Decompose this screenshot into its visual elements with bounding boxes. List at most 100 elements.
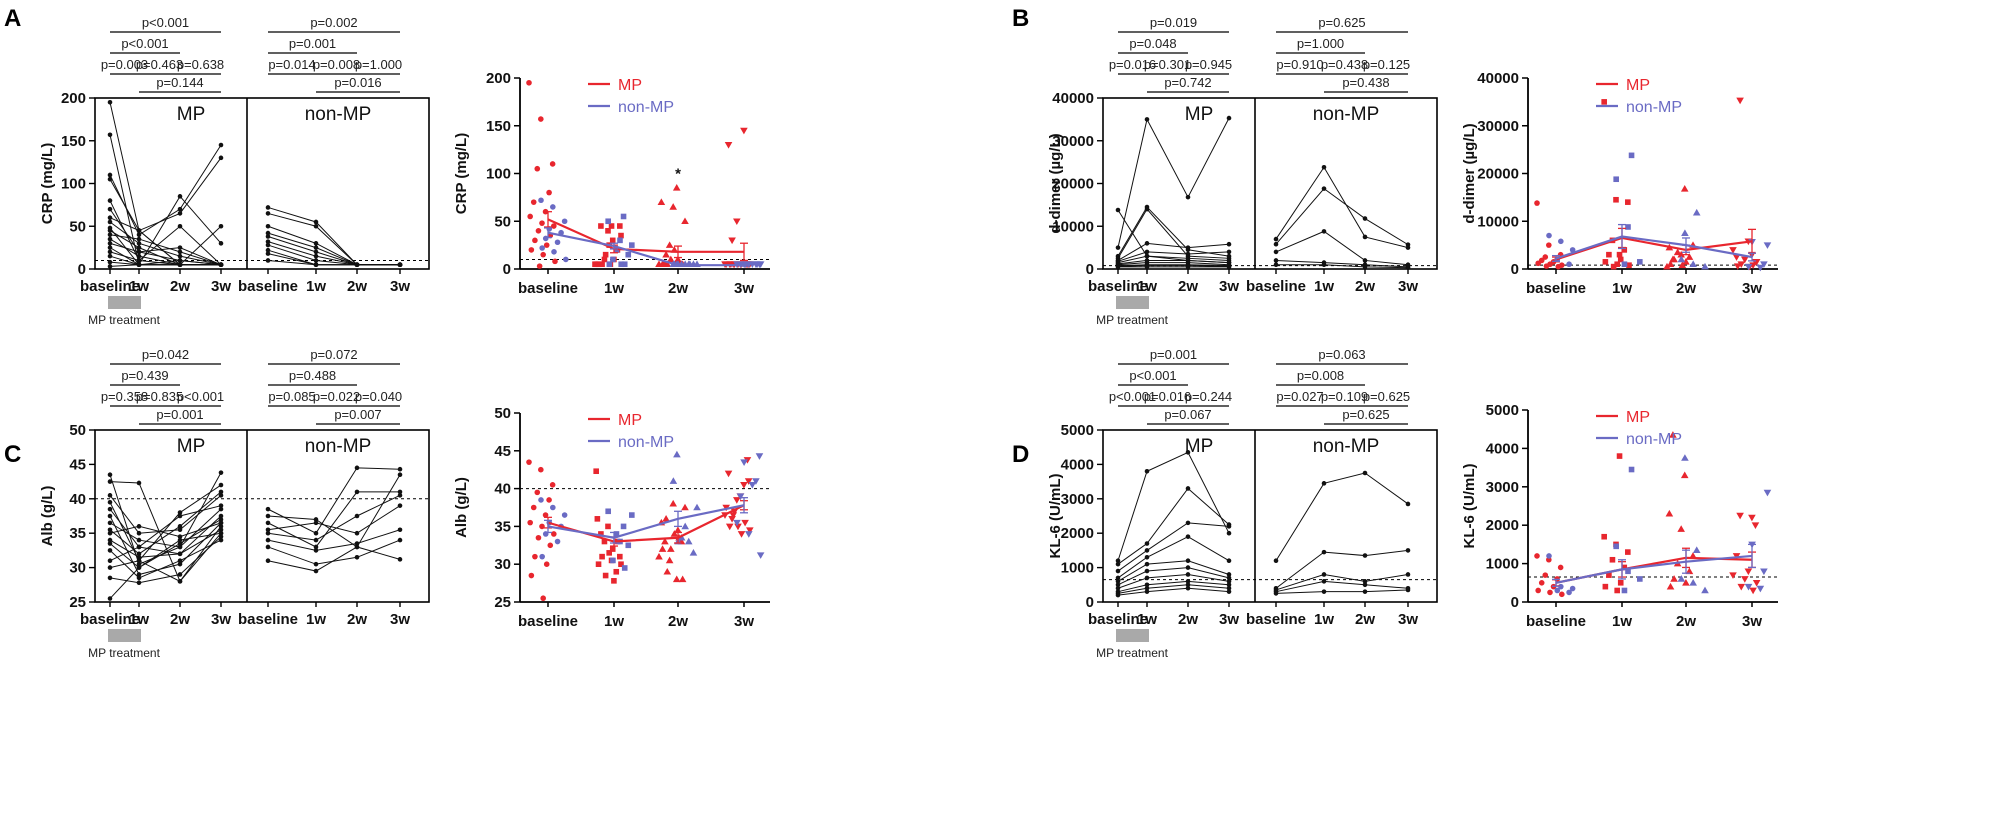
p-value-label: p=0.463 — [136, 57, 183, 72]
p-value-label: p=0.067 — [1164, 407, 1211, 422]
subject-point — [1226, 530, 1232, 536]
data-point — [658, 545, 667, 552]
x-tick-label: 2w — [668, 613, 688, 630]
data-point — [538, 466, 544, 473]
x-tick-label: 3w — [390, 611, 410, 628]
subject-point — [313, 530, 319, 536]
data-point — [1666, 260, 1675, 268]
subject-point — [1273, 591, 1279, 596]
subject-point — [1273, 258, 1279, 263]
y-tick-label: 4000 — [1486, 440, 1519, 457]
subject-point — [1144, 548, 1150, 553]
y-tick-label: 40 — [69, 491, 86, 508]
subject-point — [1321, 589, 1327, 594]
subject-point — [313, 548, 319, 553]
data-point — [655, 552, 663, 560]
data-point — [1744, 263, 1753, 271]
subject-line — [1117, 451, 1230, 561]
subject-point — [218, 503, 224, 508]
data-point — [657, 198, 666, 205]
data-point — [674, 255, 682, 263]
subject-line — [109, 242, 222, 266]
data-point — [1736, 512, 1744, 520]
subject-point — [313, 561, 319, 567]
data-point — [1737, 583, 1746, 591]
treatment-label: MP treatment — [1096, 646, 1168, 660]
subject-line — [109, 264, 221, 267]
data-point — [669, 203, 677, 210]
treatment-bar — [108, 296, 141, 309]
data-point — [598, 531, 604, 537]
data-point — [530, 504, 537, 511]
data-point — [530, 199, 537, 205]
y-tick-label: 0 — [503, 261, 511, 278]
data-point — [662, 515, 670, 522]
data-point — [528, 247, 535, 253]
data-point — [1616, 251, 1623, 258]
data-point — [536, 263, 543, 269]
y-tick-label: 50 — [494, 405, 511, 422]
data-point — [1546, 242, 1552, 248]
data-point — [1689, 260, 1697, 268]
data-point — [546, 497, 552, 503]
subject-line — [1275, 573, 1409, 591]
data-point — [1621, 261, 1628, 268]
data-point — [551, 249, 557, 255]
data-point — [534, 489, 541, 496]
data-point — [1534, 553, 1540, 559]
subject-point — [107, 236, 113, 242]
data-point — [1736, 97, 1744, 105]
subject-point — [136, 524, 142, 529]
p-value-label: p=1.000 — [355, 57, 402, 72]
spaghetti-plot: 0 10000 20000 30000 40000 d-dimer (µg/L) basel… — [1047, 15, 1438, 327]
data-point — [1756, 585, 1765, 593]
subject-line — [1117, 584, 1230, 594]
subject-point — [107, 253, 113, 259]
y-tick-label: 100 — [61, 176, 86, 193]
subject-point — [397, 472, 403, 478]
subject-point — [177, 551, 183, 557]
data-point — [1701, 586, 1709, 594]
data-point — [539, 553, 545, 560]
legend-label-nonmp: non-MP — [1626, 99, 1682, 116]
subject-line — [109, 515, 222, 562]
data-point — [670, 530, 679, 537]
subject-point — [107, 172, 113, 178]
data-point — [1558, 238, 1564, 245]
data-point — [1538, 580, 1545, 586]
data-point — [1625, 568, 1631, 575]
subject-point — [1185, 450, 1191, 455]
data-point — [1542, 572, 1549, 578]
subject-point — [107, 99, 113, 105]
subject-point — [177, 561, 183, 567]
data-point — [1669, 431, 1677, 438]
p-value-label: p=0.008 — [313, 57, 360, 72]
data-point — [678, 575, 687, 583]
subject-point — [218, 513, 224, 519]
y-tick-label: 100 — [486, 166, 511, 183]
subject-point — [1115, 207, 1121, 213]
subject-line — [1275, 230, 1409, 266]
subject-point — [397, 537, 403, 543]
y-tick-label: 20000 — [1052, 176, 1094, 193]
mean-line — [1555, 235, 1753, 260]
y-tick-label: 3000 — [1486, 479, 1519, 496]
subject-point — [265, 247, 271, 253]
subject-point — [1226, 241, 1232, 247]
y-tick-label: 2000 — [1061, 525, 1094, 542]
data-point — [1744, 583, 1753, 591]
subject-line — [267, 529, 401, 551]
data-point — [532, 553, 538, 560]
data-point — [1546, 553, 1552, 559]
subject-point — [313, 520, 319, 526]
y-tick-label: 200 — [486, 70, 511, 87]
x-tick-label: baseline — [1088, 611, 1148, 628]
p-value-label: p<0.001 — [142, 15, 189, 30]
subject-point — [1144, 264, 1150, 270]
p-value-label: p=0.835 — [136, 389, 183, 404]
subject-point — [107, 541, 113, 546]
panel-letter: C — [4, 441, 21, 468]
y-tick-label: 40000 — [1052, 90, 1094, 107]
subject-point — [177, 534, 183, 539]
subject-line — [1117, 208, 1230, 259]
